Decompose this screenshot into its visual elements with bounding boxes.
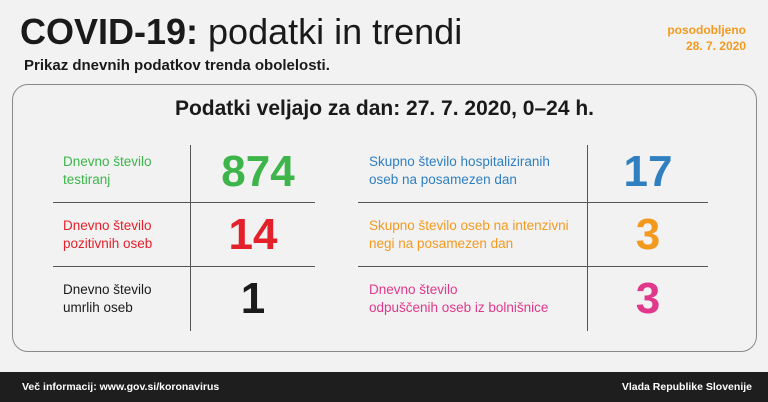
footer-info-link[interactable]: Več informacij: www.gov.si/koronavirus	[22, 381, 220, 393]
stat-value-hospitalized: 17	[623, 147, 673, 196]
stat-label-hospitalized: Skupno število hospitaliziranih oseb na …	[369, 154, 550, 187]
footer-organization: Vlada Republike Slovenije	[621, 381, 752, 393]
card-heading: Podatki veljajo za dan: 27. 7. 2020, 0–2…	[174, 97, 595, 120]
stat-label-positive: Dnevno število pozitivnih oseb	[63, 218, 153, 251]
updated-date: 28. 7. 2020	[685, 39, 746, 53]
stat-value-tests: 874	[221, 147, 295, 196]
stat-value-discharged: 3	[635, 274, 661, 323]
updated-label: posodobljeno	[667, 23, 746, 37]
stat-label-discharged: Dnevno število odpuščenih oseb iz bolniš…	[369, 282, 549, 315]
divider-horizontal-right-1	[358, 202, 708, 203]
stat-label-deaths: Dnevno število umrlih oseb	[63, 282, 152, 315]
stat-label-tests: Dnevno število testiranj	[63, 154, 152, 187]
divider-vertical-right	[587, 145, 588, 331]
data-card: Podatki veljajo za dan: 27. 7. 2020, 0–2…	[12, 84, 757, 352]
page-title-bold: COVID-19:	[20, 11, 199, 52]
stat-label-intensive-care: Skupno število oseb na intenzivni negi n…	[369, 218, 569, 251]
updated-info: posodobljeno 28. 7. 2020	[667, 22, 746, 54]
footer-bar: Več informacij: www.gov.si/koronavirus V…	[0, 372, 768, 402]
divider-vertical-left	[190, 145, 191, 331]
divider-horizontal-left-2	[53, 266, 315, 267]
stat-value-intensive-care: 3	[635, 210, 661, 259]
page-subtitle: Prikaz dnevnih podatkov trenda obolelost…	[24, 57, 330, 74]
divider-horizontal-right-2	[358, 266, 708, 267]
stat-value-positive: 14	[228, 210, 278, 259]
stat-value-deaths: 1	[240, 274, 266, 323]
page-title: COVID-19: podatki in trendi	[20, 10, 462, 54]
divider-horizontal-left-1	[53, 202, 315, 203]
page-title-rest: podatki in trendi	[198, 11, 463, 52]
